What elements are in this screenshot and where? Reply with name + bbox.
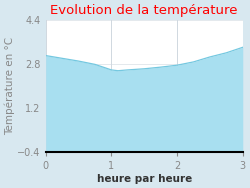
Y-axis label: Température en °C: Température en °C xyxy=(4,37,15,135)
X-axis label: heure par heure: heure par heure xyxy=(96,174,192,184)
Title: Evolution de la température: Evolution de la température xyxy=(50,4,238,17)
